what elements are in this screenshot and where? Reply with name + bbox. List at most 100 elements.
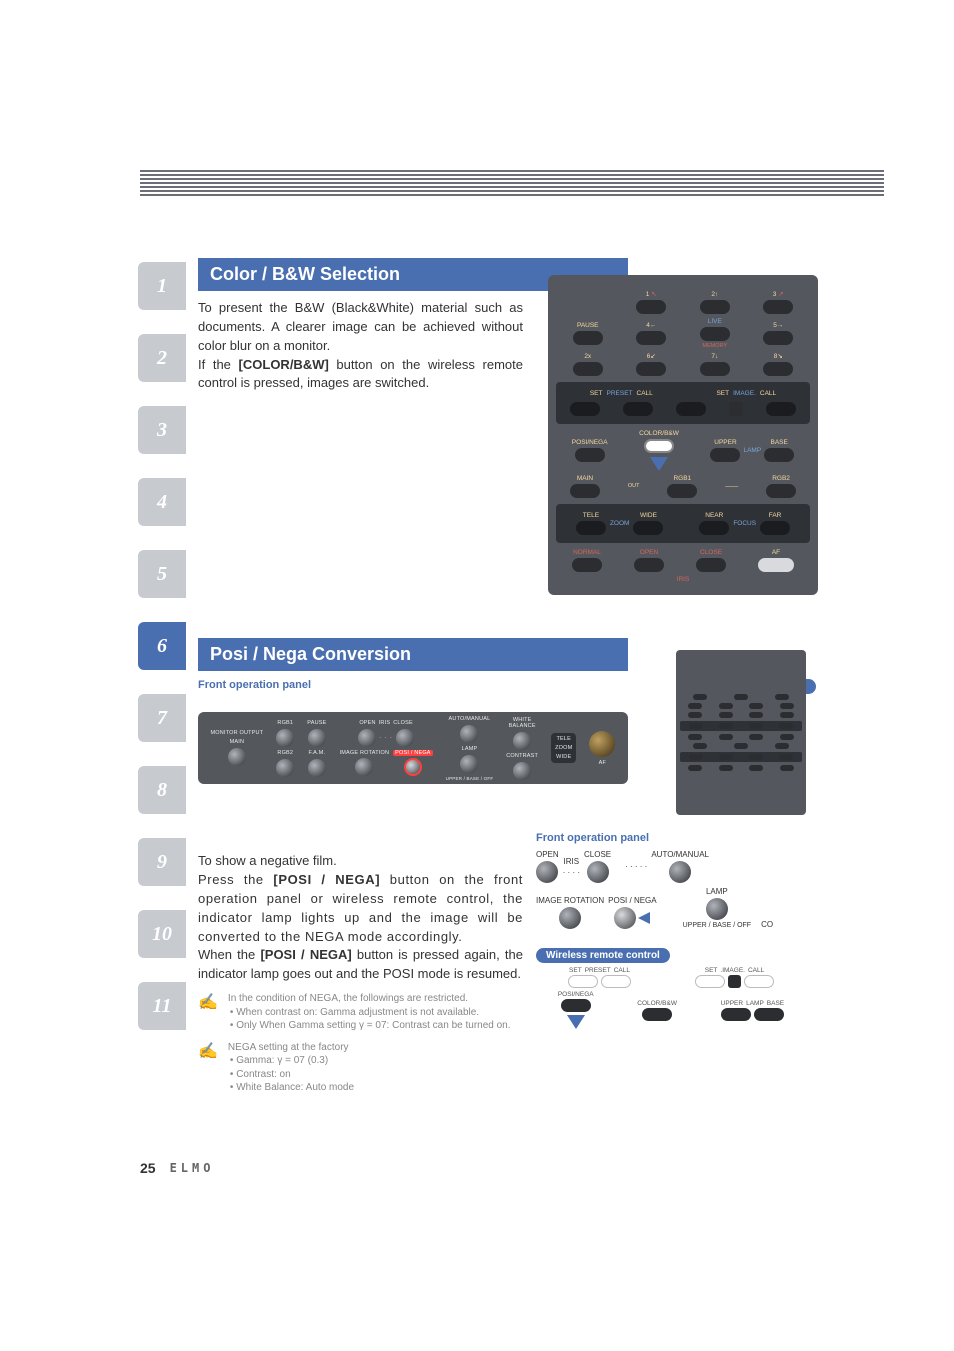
panel-open-knob[interactable] bbox=[358, 729, 376, 747]
btn-2x[interactable] bbox=[573, 362, 603, 376]
r5-base: BASE bbox=[771, 439, 788, 446]
btn-rgb1[interactable] bbox=[667, 484, 697, 498]
btn-posi[interactable] bbox=[575, 448, 605, 462]
tab-6[interactable]: 6 bbox=[138, 622, 186, 670]
btn-image-call[interactable] bbox=[766, 402, 796, 416]
pd-imgrot-knob[interactable] bbox=[559, 907, 581, 929]
btn-image[interactable] bbox=[729, 402, 743, 416]
note2-item-1-text: Contrast: on bbox=[236, 1069, 290, 1080]
pd-close-knob[interactable] bbox=[587, 861, 609, 883]
btn-live[interactable] bbox=[700, 327, 730, 341]
rb-base-btn[interactable] bbox=[754, 1008, 784, 1021]
tab-11[interactable]: 11 bbox=[138, 982, 186, 1030]
section-title-2: Posi / Nega Conversion bbox=[198, 638, 628, 671]
panel-lamp-knob[interactable] bbox=[460, 755, 478, 773]
panel-col-af: AF bbox=[589, 731, 615, 766]
btn-4[interactable] bbox=[636, 331, 666, 345]
btn-pause[interactable] bbox=[573, 331, 603, 345]
panel-label-2: Front operation panel bbox=[536, 832, 649, 844]
tab-5[interactable]: 5 bbox=[138, 550, 186, 598]
btn-wide[interactable] bbox=[633, 521, 663, 535]
btn-tele[interactable] bbox=[576, 521, 606, 535]
btn-upper[interactable] bbox=[710, 448, 740, 462]
tab-2[interactable]: 2 bbox=[138, 334, 186, 382]
panel-col-pause: PAUSE F.A.M. bbox=[307, 720, 326, 777]
btn-preset-call[interactable] bbox=[623, 402, 653, 416]
rb-btn-set-r[interactable] bbox=[695, 975, 725, 988]
remote-thumbnail bbox=[676, 650, 806, 815]
rb-btn-img[interactable] bbox=[728, 975, 741, 988]
pd-lamp-knob[interactable] bbox=[706, 898, 728, 920]
note1-item-1-text: Only When Gamma setting γ = 07: Contrast… bbox=[236, 1020, 510, 1031]
btn-main[interactable] bbox=[570, 484, 600, 498]
rb-posi-btn[interactable] bbox=[561, 999, 591, 1012]
pd-auto-dots: · · · · · bbox=[625, 862, 647, 871]
tab-8[interactable]: 8 bbox=[138, 766, 186, 814]
btn-1[interactable] bbox=[636, 300, 666, 314]
rb-set-l: SET bbox=[569, 967, 582, 974]
btn-normal[interactable] bbox=[572, 558, 602, 572]
btn-preset-set[interactable] bbox=[570, 402, 600, 416]
btn-rgb2[interactable] bbox=[766, 484, 796, 498]
tab-7[interactable]: 7 bbox=[138, 694, 186, 742]
panel-pause-knob[interactable] bbox=[308, 729, 326, 747]
panel-fam-knob[interactable] bbox=[308, 759, 326, 777]
panel-af-knob[interactable] bbox=[589, 731, 615, 757]
r6-main: MAIN bbox=[577, 475, 593, 482]
rb-btn-call-l[interactable] bbox=[601, 975, 631, 988]
s1-body-2b: [COLOR/B&W] bbox=[239, 357, 329, 372]
tab-9[interactable]: 9 bbox=[138, 838, 186, 886]
panel-close-knob[interactable] bbox=[396, 729, 414, 747]
pd-posi-knob[interactable] bbox=[614, 907, 636, 929]
btn-6[interactable] bbox=[636, 362, 666, 376]
btn-far[interactable] bbox=[760, 521, 790, 535]
rb-color-btn[interactable] bbox=[642, 1008, 672, 1021]
btn-close[interactable] bbox=[696, 558, 726, 572]
panel-iris-dots: · · · bbox=[379, 735, 393, 741]
btn-base[interactable] bbox=[764, 448, 794, 462]
panel-imgrot-knob[interactable] bbox=[355, 758, 373, 776]
s2-near: NEAR bbox=[705, 512, 723, 519]
btn-8[interactable] bbox=[763, 362, 793, 376]
btn-5[interactable] bbox=[763, 331, 793, 345]
remote-label-3: Wireless remote control bbox=[536, 948, 670, 963]
arrow-down-color-icon bbox=[650, 457, 668, 471]
panel-af-label: AF bbox=[599, 760, 606, 766]
panel-posi-knob[interactable] bbox=[404, 758, 422, 776]
btn-color-bw[interactable] bbox=[644, 439, 674, 453]
btn-af[interactable] bbox=[758, 558, 794, 572]
panel-rgb1-knob[interactable] bbox=[276, 729, 294, 747]
s1-body-2a: If the bbox=[198, 357, 239, 372]
panel-detail: OPEN IRIS· · · · CLOSE · · · · · AUTO/MA… bbox=[536, 850, 816, 929]
r5-lamp: LAMP bbox=[743, 447, 761, 454]
tab-4[interactable]: 4 bbox=[138, 478, 186, 526]
btn-open[interactable] bbox=[634, 558, 664, 572]
s1-preset: PRESET bbox=[607, 390, 633, 397]
r-iris: IRIS bbox=[677, 576, 690, 583]
pd-posi-label: POSI / NEGA bbox=[608, 896, 656, 905]
rb-base: BASE bbox=[767, 1000, 784, 1007]
panel-main-knob[interactable] bbox=[228, 748, 246, 766]
btn-3[interactable] bbox=[763, 300, 793, 314]
rb-upper-btn[interactable] bbox=[721, 1008, 751, 1021]
tab-3[interactable]: 3 bbox=[138, 406, 186, 454]
panel-auto-knob[interactable] bbox=[460, 725, 478, 743]
panel-rgb2-knob[interactable] bbox=[276, 759, 294, 777]
panel-detail-group: Front operation panel OPEN IRIS· · · · C… bbox=[536, 828, 816, 1032]
panel-contrast-knob[interactable] bbox=[513, 762, 531, 780]
rb-btn-set-l[interactable] bbox=[568, 975, 598, 988]
tab-10[interactable]: 10 bbox=[138, 910, 186, 958]
panel-zoom-label: ZOOM bbox=[555, 745, 572, 751]
pd-auto-knob[interactable] bbox=[669, 861, 691, 883]
tab-1[interactable]: 1 bbox=[138, 262, 186, 310]
panel-wb-knob[interactable] bbox=[513, 732, 531, 750]
btn-image-set[interactable] bbox=[676, 402, 706, 416]
btn-7[interactable] bbox=[700, 362, 730, 376]
rb-btn-call-r[interactable] bbox=[744, 975, 774, 988]
pd-open-knob[interactable] bbox=[536, 861, 558, 883]
panel-rgb2-label: RGB2 bbox=[277, 750, 293, 756]
r6-out: OUT bbox=[628, 483, 640, 489]
btn-near[interactable] bbox=[699, 521, 729, 535]
btn-2[interactable] bbox=[700, 300, 730, 314]
panel-rgb1-label: RGB1 bbox=[277, 720, 293, 726]
